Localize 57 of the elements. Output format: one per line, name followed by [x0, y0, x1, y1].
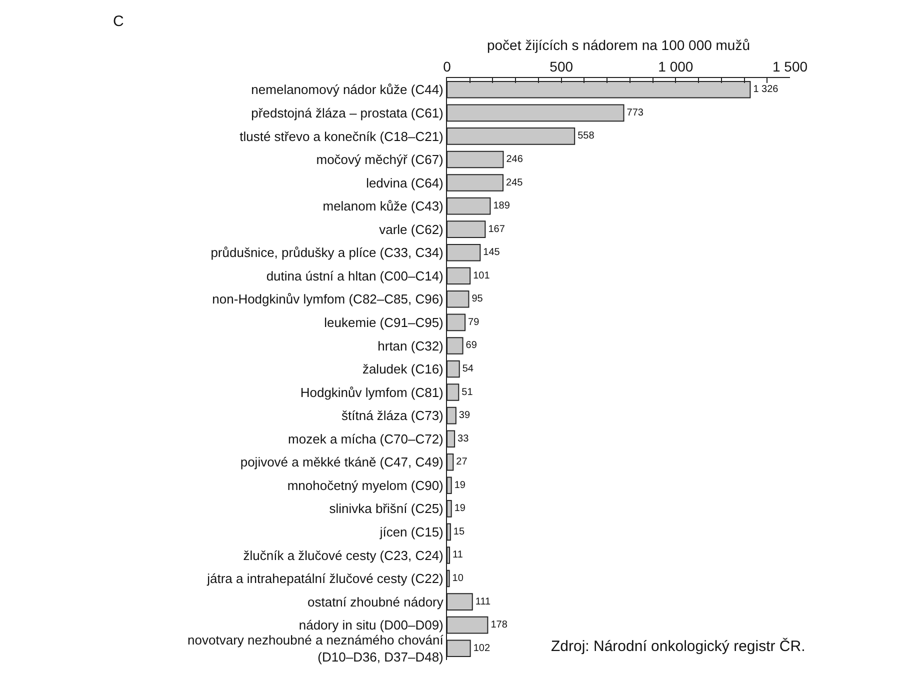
y-tick-label: játra a intrahepatální žlučové cesty (C22) [206, 571, 444, 586]
y-tick-label: tlusté střevo a konečník (C18–C21) [240, 128, 444, 144]
y-tick-label: slinivka břišní (C25) [329, 501, 444, 516]
data-label: 33 [458, 433, 470, 444]
y-tick-label: melanom kůže (C43) [322, 198, 444, 214]
data-label: 145 [483, 247, 500, 258]
y-tick-label: žaludek (C16) [362, 362, 444, 377]
data-label: 51 [462, 386, 474, 398]
data-label: 102 [473, 642, 490, 654]
y-tick-label: leukemie (C91–C95) [324, 314, 444, 330]
y-tick-label: non-Hodgkinův lymfom (C82–C85, C96) [212, 292, 444, 307]
y-tick-label: mnohočetný myelom (C90) [287, 478, 444, 493]
data-label: 27 [456, 456, 468, 468]
data-label: 111 [475, 596, 492, 608]
data-label: 246 [506, 154, 524, 165]
x-tick-label: 500 [550, 58, 574, 74]
y-tick-label: pojivové a měkké tkáně (C47, C49) [240, 454, 444, 470]
data-label: 69 [466, 340, 478, 352]
data-label: 1 326 [753, 84, 779, 96]
x-tick-label: 0 [443, 58, 452, 74]
y-tick-label: žlučník a žlučové cesty (C23, C24) [243, 548, 444, 563]
y-tick-label: mozek a mícha (C70–C72) [288, 431, 444, 446]
data-label: 245 [506, 177, 524, 188]
y-tick-label: ostatní zhoubné nádory [308, 594, 444, 610]
y-tick-label: močový měchýř (C67) [316, 152, 444, 168]
data-label: 39 [458, 410, 470, 422]
y-tick-label: štítná žláza (C73) [342, 408, 444, 424]
data-label: 19 [454, 503, 466, 514]
data-label: 773 [626, 107, 644, 118]
y-tick-label: ledvina (C64) [366, 175, 444, 190]
data-label: 95 [472, 294, 484, 305]
data-label: 11 [452, 550, 464, 561]
data-label: 558 [578, 130, 595, 142]
data-label: 15 [453, 526, 465, 538]
annotation: Zdroj: Národní onkologický registr ČR. [551, 637, 806, 655]
y-tick-label: průdušnice, průdušky a plíce (C33, C34) [210, 245, 444, 260]
data-label: 189 [493, 200, 510, 212]
text: C [113, 13, 124, 30]
y-tick-label: varle (C62) [379, 222, 444, 237]
x-tick-label: 1 500 [772, 58, 808, 74]
y-tick-label: dutina ústní a hltan (C00–C14) [266, 268, 444, 284]
data-label: 167 [488, 224, 506, 235]
data-label: 79 [468, 316, 480, 328]
y-tick-label: Hodgkinův lymfom (C81) [300, 384, 444, 400]
data-label: 10 [452, 573, 464, 584]
y-tick-label: nemelanomový nádor kůže (C44) [251, 82, 444, 98]
x-tick-label: 1 000 [658, 58, 694, 74]
data-label: 19 [454, 480, 466, 491]
x-axis-title: počet žijících s nádorem na 100 000 mužů [486, 37, 750, 53]
data-label: 54 [462, 364, 474, 374]
y-tick-label: jícen (C15) [378, 524, 444, 540]
y-tick-label: předstojná žláza – prostata (C61) [251, 105, 444, 120]
data-label: 178 [490, 620, 508, 631]
y-tick-label: nádory in situ (D00–D09) [298, 618, 444, 633]
data-label: 101 [473, 270, 490, 282]
y-tick-label: hrtan (C32) [378, 338, 444, 354]
y-tick-label: novotvary nezhoubné a neznámého chování (D10–D36, D37–D48) [188, 632, 444, 664]
